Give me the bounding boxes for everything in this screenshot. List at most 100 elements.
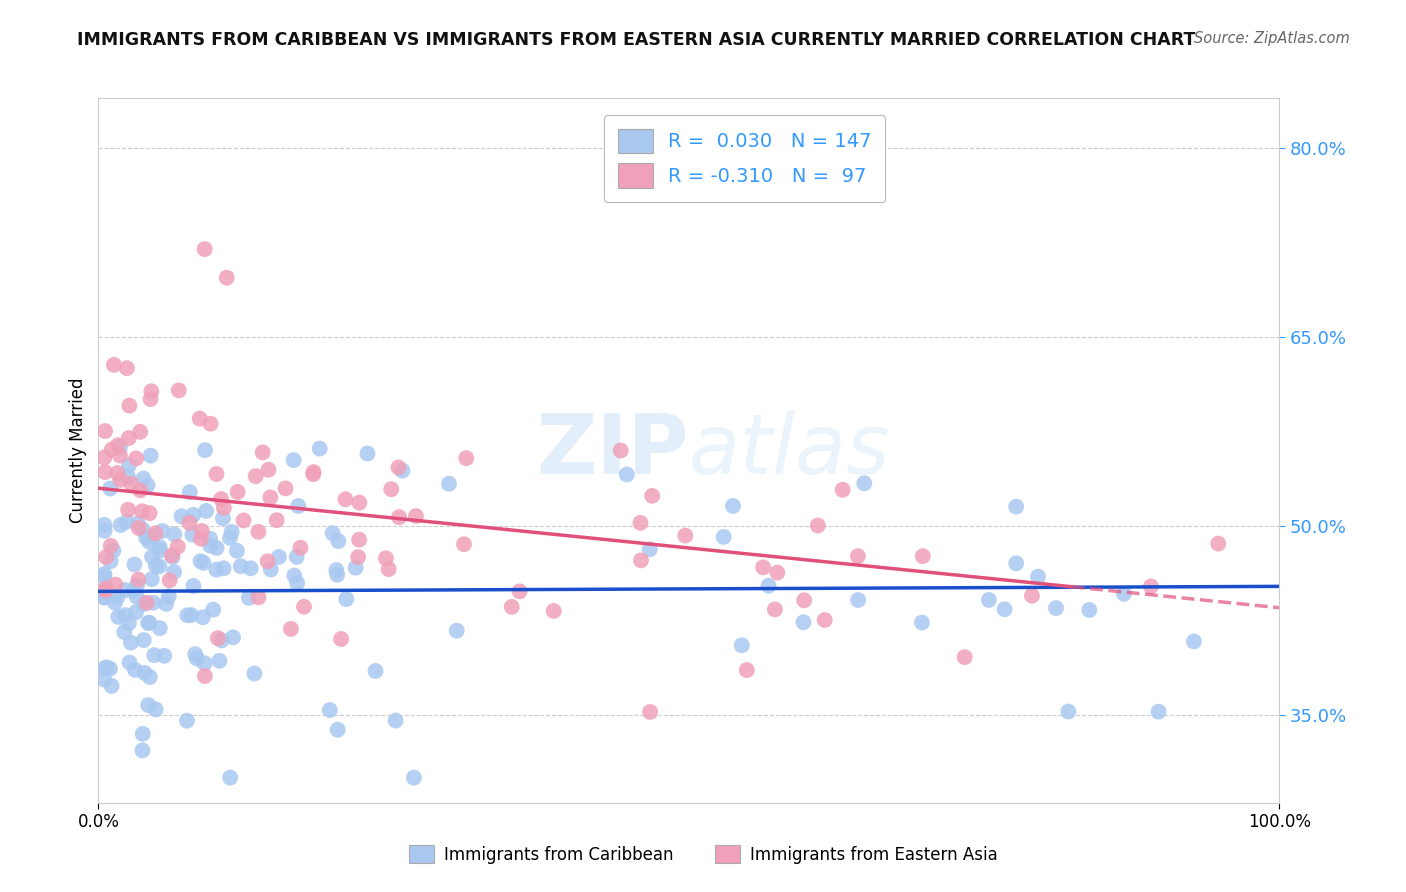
Point [853, 476, 876, 491]
Point [344, 560, 367, 574]
Point [190, 554, 212, 568]
Point [766, 566, 789, 580]
Point [319, 703, 342, 717]
Point [356, 446, 378, 460]
Point [807, 518, 830, 533]
Point [141, 549, 163, 564]
Point [138, 615, 160, 630]
Point [280, 622, 302, 636]
Point [94, 583, 117, 598]
Text: ZIP: ZIP [537, 410, 689, 491]
Point [1182, 634, 1205, 648]
Point [115, 361, 138, 376]
Point [93, 567, 115, 582]
Point [149, 543, 172, 558]
Point [380, 482, 402, 496]
Point [132, 727, 155, 741]
Point [328, 534, 350, 549]
Point [105, 466, 128, 480]
Point [176, 714, 198, 728]
Point [221, 524, 243, 539]
Point [292, 599, 315, 614]
Point [814, 613, 837, 627]
Point [107, 610, 129, 624]
Point [257, 463, 280, 477]
Text: IMMIGRANTS FROM CARIBBEAN VS IMMIGRANTS FROM EASTERN ASIA CURRENTLY MARRIED CORR: IMMIGRANTS FROM CARIBBEAN VS IMMIGRANTS … [77, 31, 1195, 49]
Point [347, 550, 370, 565]
Point [120, 476, 142, 491]
Point [209, 491, 232, 506]
Point [641, 489, 664, 503]
Legend: R =  0.030   N = 147, R = -0.310   N =  97: R = 0.030 N = 147, R = -0.310 N = 97 [605, 115, 886, 202]
Point [100, 442, 122, 457]
Point [96, 660, 118, 674]
Point [181, 527, 204, 541]
Point [290, 541, 312, 555]
Point [94, 424, 117, 438]
Point [141, 572, 163, 586]
Point [159, 574, 181, 588]
Point [136, 615, 159, 630]
Point [124, 663, 146, 677]
Point [181, 508, 204, 522]
Point [1147, 705, 1170, 719]
Y-axis label: Currently Married: Currently Married [69, 377, 87, 524]
Point [195, 504, 218, 518]
Point [456, 451, 478, 466]
Point [673, 528, 696, 542]
Point [132, 471, 155, 485]
Point [183, 579, 205, 593]
Point [179, 485, 201, 500]
Point [1112, 587, 1135, 601]
Point [125, 578, 148, 592]
Point [402, 771, 425, 785]
Point [212, 511, 235, 525]
Point [302, 465, 325, 479]
Point [793, 593, 815, 607]
Point [713, 530, 735, 544]
Point [100, 554, 122, 568]
Point [226, 543, 249, 558]
Point [222, 631, 245, 645]
Point [141, 384, 163, 399]
Point [105, 590, 128, 604]
Legend: Immigrants from Caribbean, Immigrants from Eastern Asia: Immigrants from Caribbean, Immigrants fr… [402, 838, 1004, 871]
Point [377, 562, 399, 576]
Point [118, 431, 141, 445]
Point [129, 483, 152, 498]
Point [120, 635, 142, 649]
Point [1021, 589, 1043, 603]
Point [186, 651, 208, 665]
Point [131, 743, 153, 757]
Point [330, 632, 353, 646]
Point [104, 577, 127, 591]
Point [335, 492, 357, 507]
Point [139, 670, 162, 684]
Point [191, 524, 214, 538]
Point [188, 411, 211, 425]
Point [219, 531, 242, 545]
Point [205, 563, 228, 577]
Point [630, 553, 652, 567]
Point [148, 559, 170, 574]
Point [103, 543, 125, 558]
Point [252, 445, 274, 459]
Point [763, 602, 786, 616]
Point [205, 541, 228, 555]
Point [322, 526, 344, 541]
Point [104, 596, 127, 610]
Point [141, 529, 163, 543]
Point [194, 443, 217, 458]
Point [208, 654, 231, 668]
Point [349, 495, 371, 509]
Point [198, 532, 221, 546]
Point [405, 509, 427, 524]
Point [94, 661, 117, 675]
Point [114, 608, 136, 623]
Point [846, 549, 869, 564]
Point [193, 556, 215, 570]
Point [145, 558, 167, 573]
Point [977, 593, 1000, 607]
Point [1078, 603, 1101, 617]
Point [93, 524, 115, 538]
